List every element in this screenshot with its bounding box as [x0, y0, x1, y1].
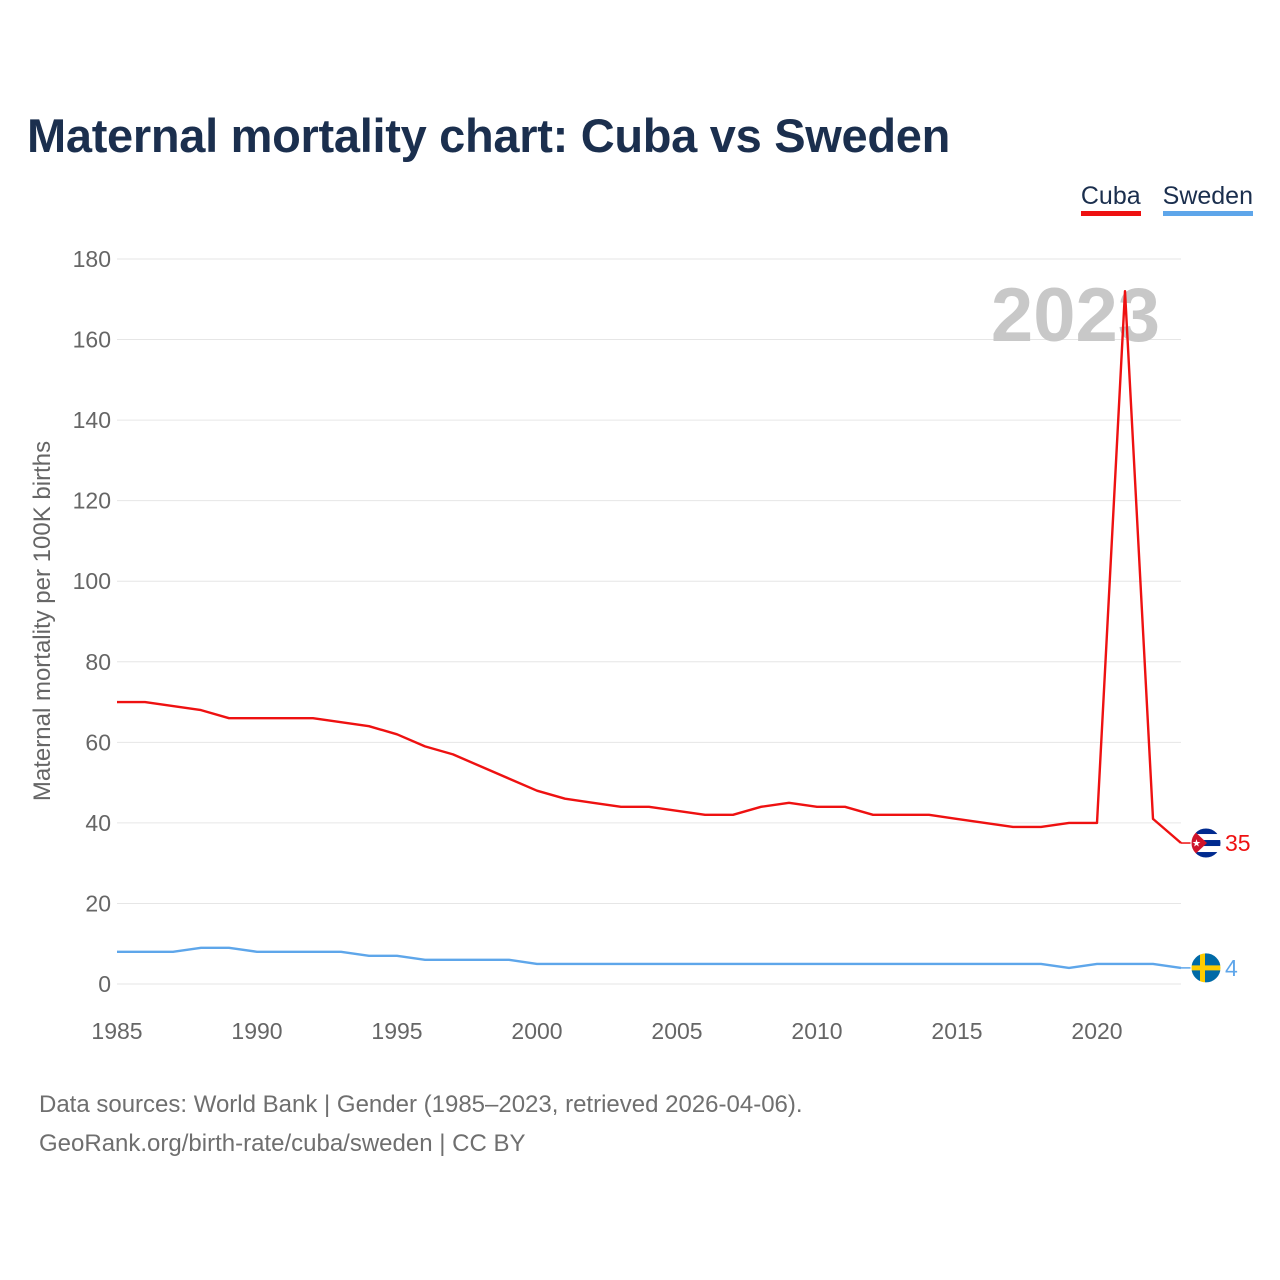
y-tick-label: 120	[73, 488, 111, 514]
series-line-cuba[interactable]	[117, 290, 1182, 844]
cuba-flag-icon: ★	[1181, 827, 1222, 859]
chart-title: Maternal mortality chart: Cuba vs Sweden	[27, 109, 951, 162]
end-value-label-cuba: 35	[1225, 830, 1251, 856]
year-watermark: 2023	[991, 273, 1160, 358]
end-value-label-sweden: 4	[1225, 955, 1238, 981]
y-tick-label: 60	[85, 729, 111, 755]
y-axis-label: Maternal mortality per 100K births	[29, 441, 56, 801]
line-chart: 2023 0 20 40 60 80 100 120 140 160 180 1985 1990 199…	[29, 246, 1251, 1044]
x-tick-label: 1985	[91, 1018, 142, 1044]
marker-layer: ★ 35 4	[1181, 827, 1251, 984]
legend: Cuba Sweden	[1080, 183, 1253, 217]
x-tick-label: 1995	[371, 1018, 422, 1044]
x-tick-label: 1990	[231, 1018, 282, 1044]
grid-layer	[117, 258, 1181, 985]
y-tick-label: 80	[85, 649, 111, 675]
series-line-sweden[interactable]	[117, 946, 1182, 970]
y-tick-label: 140	[73, 407, 111, 433]
x-tick-label: 2010	[791, 1018, 842, 1044]
legend-item-cuba[interactable]: Cuba	[1080, 183, 1141, 217]
x-tick-label: 2005	[651, 1018, 702, 1044]
x-tick-label: 2000	[511, 1018, 562, 1044]
footer-sources: Data sources: World Bank | Gender (1985–…	[39, 1091, 803, 1118]
x-tick-label: 2020	[1071, 1018, 1122, 1044]
axis-layer: 0 20 40 60 80 100 120 140 160 180 1985 1990 1995 2000…	[73, 246, 1123, 1044]
y-tick-label: 0	[98, 971, 111, 997]
y-tick-label: 180	[73, 246, 111, 272]
y-tick-label: 100	[73, 568, 111, 594]
sweden-flag-icon	[1181, 952, 1222, 984]
x-tick-label: 2015	[931, 1018, 982, 1044]
footer: Data sources: World Bank | Gender (1985–…	[39, 1085, 803, 1163]
series-layer	[117, 290, 1182, 970]
legend-item-sweden[interactable]: Sweden	[1162, 183, 1253, 217]
y-tick-label: 40	[85, 810, 111, 836]
y-tick-label: 20	[85, 890, 111, 916]
footer-credit: GeoRank.org/birth-rate/cuba/sweden | CC …	[39, 1130, 526, 1157]
y-tick-label: 160	[73, 327, 111, 353]
svg-text:★: ★	[1192, 839, 1201, 850]
